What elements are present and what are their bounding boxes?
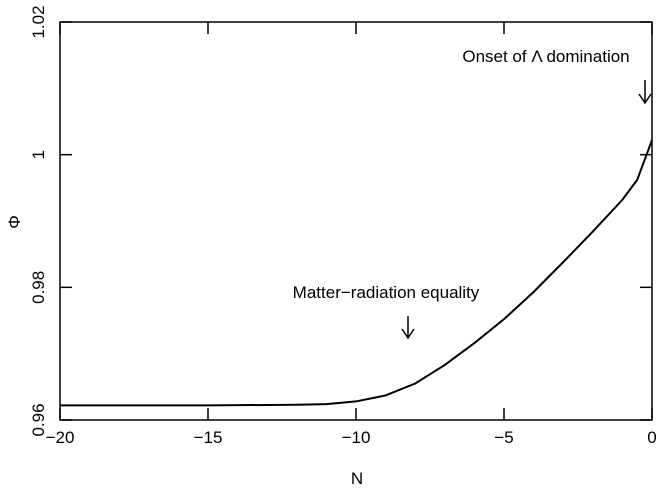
y-tick-label: 1 (29, 150, 48, 159)
arrow (401, 316, 415, 340)
y-axis-label: Φ (5, 215, 24, 229)
y-tick-label: 0.96 (29, 403, 48, 436)
annotation: Onset of Λ domination (462, 47, 629, 66)
y-tick-label: 0.98 (29, 271, 48, 304)
plot-frame (59, 21, 653, 421)
x-tick-label: 0 (647, 428, 656, 447)
x-tick-label: −5 (494, 428, 513, 447)
y-tick-label: 1.02 (29, 5, 48, 38)
arrow (638, 80, 652, 105)
x-axis-label: N (351, 469, 363, 488)
x-tick-label: −15 (194, 428, 223, 447)
x-tick-label: −20 (46, 428, 75, 447)
data-line (60, 139, 653, 407)
annotation: Matter−radiation equality (293, 283, 480, 302)
x-tick-label: −10 (342, 428, 371, 447)
